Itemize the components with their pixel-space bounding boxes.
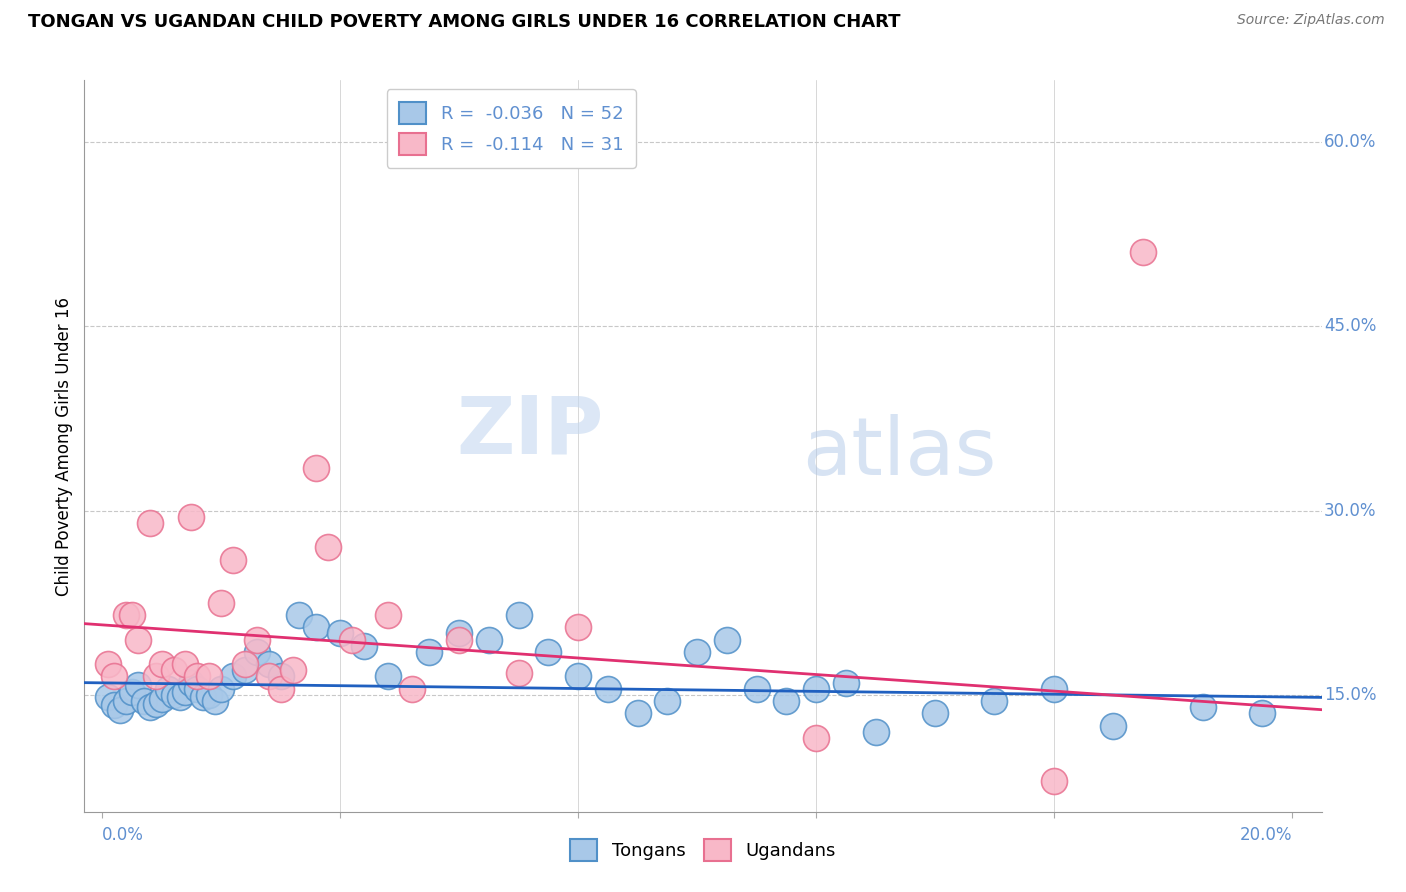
Point xyxy=(209,596,232,610)
Point xyxy=(97,690,120,705)
Point xyxy=(186,669,208,683)
Point xyxy=(145,697,167,711)
Point xyxy=(353,639,375,653)
Point xyxy=(270,669,292,683)
Text: atlas: atlas xyxy=(801,414,997,492)
Point xyxy=(1043,681,1066,696)
Point xyxy=(1191,700,1213,714)
Point xyxy=(162,664,184,678)
Point xyxy=(449,626,471,640)
Text: 20.0%: 20.0% xyxy=(1240,827,1292,845)
Point xyxy=(745,681,768,696)
Point xyxy=(115,607,138,622)
Point xyxy=(222,669,245,683)
Point xyxy=(246,645,269,659)
Point xyxy=(804,731,827,745)
Point xyxy=(127,632,149,647)
Point xyxy=(139,700,162,714)
Point xyxy=(1043,774,1066,789)
Point xyxy=(804,681,827,696)
Legend: Tongans, Ugandans: Tongans, Ugandans xyxy=(564,832,842,869)
Point xyxy=(121,685,143,699)
Point xyxy=(270,681,292,696)
Point xyxy=(305,460,328,475)
Point xyxy=(377,669,399,683)
Point xyxy=(209,681,232,696)
Point xyxy=(716,632,738,647)
Point xyxy=(657,694,679,708)
Text: 45.0%: 45.0% xyxy=(1324,318,1376,335)
Point xyxy=(329,626,352,640)
Text: Source: ZipAtlas.com: Source: ZipAtlas.com xyxy=(1237,13,1385,28)
Point xyxy=(418,645,440,659)
Point xyxy=(162,688,184,702)
Point xyxy=(508,607,530,622)
Point xyxy=(150,691,173,706)
Text: 15.0%: 15.0% xyxy=(1324,686,1376,704)
Point xyxy=(169,690,191,705)
Point xyxy=(1102,719,1125,733)
Point xyxy=(145,669,167,683)
Text: ZIP: ZIP xyxy=(457,392,605,470)
Text: 60.0%: 60.0% xyxy=(1324,133,1376,151)
Text: 30.0%: 30.0% xyxy=(1324,501,1376,519)
Point xyxy=(246,632,269,647)
Point xyxy=(139,516,162,530)
Point xyxy=(983,694,1005,708)
Point xyxy=(103,698,125,712)
Point xyxy=(281,664,304,678)
Point xyxy=(567,620,589,634)
Point xyxy=(316,541,339,555)
Point xyxy=(222,552,245,566)
Point xyxy=(127,678,149,692)
Point xyxy=(233,664,256,678)
Point xyxy=(174,657,197,672)
Point xyxy=(257,669,280,683)
Point xyxy=(193,690,215,705)
Point xyxy=(132,694,155,708)
Point xyxy=(287,607,309,622)
Point xyxy=(401,681,423,696)
Point xyxy=(1251,706,1274,721)
Point xyxy=(449,632,471,647)
Point xyxy=(150,657,173,672)
Point xyxy=(340,632,363,647)
Point xyxy=(204,694,226,708)
Point xyxy=(537,645,560,659)
Point xyxy=(115,694,138,708)
Point xyxy=(198,669,221,683)
Point xyxy=(596,681,619,696)
Y-axis label: Child Poverty Among Girls Under 16: Child Poverty Among Girls Under 16 xyxy=(55,296,73,596)
Point xyxy=(180,509,202,524)
Point xyxy=(508,665,530,680)
Point xyxy=(174,685,197,699)
Text: TONGAN VS UGANDAN CHILD POVERTY AMONG GIRLS UNDER 16 CORRELATION CHART: TONGAN VS UGANDAN CHILD POVERTY AMONG GI… xyxy=(28,13,901,31)
Point xyxy=(1132,245,1154,260)
Point xyxy=(198,688,221,702)
Point xyxy=(478,632,501,647)
Point xyxy=(233,657,256,672)
Point xyxy=(775,694,797,708)
Point xyxy=(924,706,946,721)
Point xyxy=(567,669,589,683)
Point xyxy=(156,681,179,696)
Point xyxy=(865,724,887,739)
Point xyxy=(686,645,709,659)
Point xyxy=(377,607,399,622)
Point xyxy=(186,681,208,696)
Point xyxy=(835,675,858,690)
Point xyxy=(121,607,143,622)
Point xyxy=(108,703,131,717)
Point xyxy=(305,620,328,634)
Text: 0.0%: 0.0% xyxy=(103,827,143,845)
Point xyxy=(97,657,120,672)
Point xyxy=(257,657,280,672)
Point xyxy=(103,669,125,683)
Point xyxy=(180,675,202,690)
Point xyxy=(626,706,648,721)
